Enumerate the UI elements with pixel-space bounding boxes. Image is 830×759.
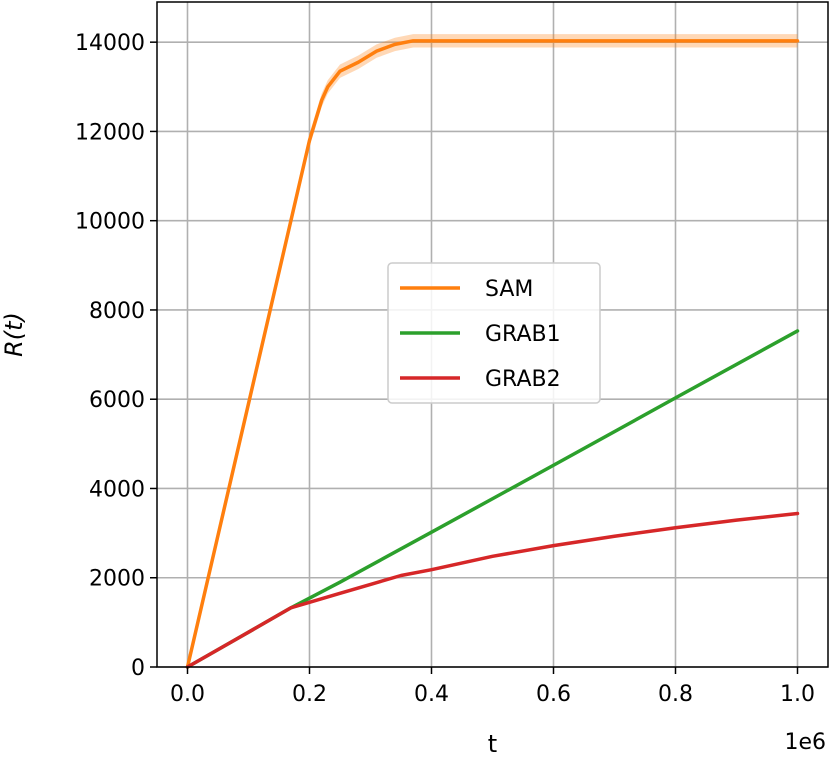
y-tick-label: 10000 <box>75 210 145 235</box>
y-axis: 0 2000 4000 6000 8000 10000 12000 14000 <box>75 31 157 681</box>
y-tick-label: 0 <box>131 656 145 681</box>
series-lines <box>185 39 800 669</box>
x-tick-label: 0.6 <box>536 682 571 707</box>
series-line-grab2 <box>185 511 800 669</box>
series-line-sam <box>185 39 800 669</box>
legend-label-grab1: GRAB1 <box>485 322 561 347</box>
y-tick-label: 12000 <box>75 120 145 145</box>
y-tick-label: 6000 <box>89 388 145 413</box>
y-tick-label: 2000 <box>89 567 145 592</box>
y-axis-label: R(t) <box>0 312 28 357</box>
x-axis-offset-label: 1e6 <box>784 730 826 755</box>
x-tick-label: 0.4 <box>414 682 449 707</box>
x-tick-label: 0.8 <box>658 682 693 707</box>
y-axis-label-text: R(t) <box>0 312 28 357</box>
x-axis: 0.0 0.2 0.4 0.6 0.8 1.0 <box>170 667 815 707</box>
legend: SAM GRAB1 GRAB2 <box>387 262 601 404</box>
x-tick-label: 0.0 <box>170 682 205 707</box>
legend-label-sam: SAM <box>485 277 533 302</box>
y-tick-label: 4000 <box>89 477 145 502</box>
plot-frame <box>156 1 829 668</box>
x-tick-label: 0.2 <box>292 682 327 707</box>
x-axis-label: t <box>488 730 497 758</box>
legend-box <box>387 262 601 404</box>
y-tick-label: 8000 <box>89 299 145 324</box>
y-tick-label: 14000 <box>75 31 145 56</box>
legend-label-grab2: GRAB2 <box>485 367 561 392</box>
x-tick-label: 1.0 <box>780 682 815 707</box>
